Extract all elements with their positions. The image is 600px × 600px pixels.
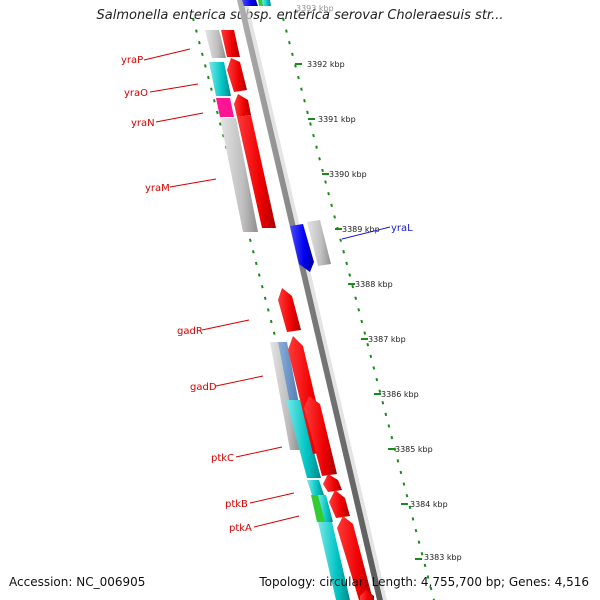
- gene-label-ptkC: ptkC: [211, 453, 234, 464]
- map-title: Salmonella enterica subsp. enterica sero…: [96, 8, 504, 23]
- kbp-label: 3387 kbp: [368, 335, 406, 344]
- ptkC-gene: [304, 396, 337, 476]
- backbone-shadow: [243, 0, 387, 600]
- kbp-label: 3388 kbp: [355, 280, 393, 289]
- backbone: [237, 0, 383, 600]
- yraP-gene: [221, 30, 240, 57]
- left-blocks: [205, 30, 350, 600]
- kbp-label: 3385 kbp: [395, 445, 433, 454]
- forward-cds: [221, 30, 374, 600]
- label-leaders: [143, 48, 391, 528]
- kbp-label: 3383 kbp: [424, 553, 462, 562]
- genome-summary-text: Topology: circular; Length: 4,755,700 bp…: [259, 575, 589, 589]
- kbp-label: 3391 kbp: [318, 115, 356, 124]
- kbp-label: 3386 kbp: [381, 390, 419, 399]
- tick-line-inner: [282, 17, 435, 600]
- yraN-gene: [234, 94, 251, 117]
- tick-line-outer: [192, 17, 344, 600]
- gene-label-ptkA: ptkA: [229, 523, 252, 534]
- gene-label-gadD: gadD: [190, 382, 217, 393]
- gene-label-yraO: yraO: [124, 88, 148, 99]
- yraL-gray-block: [307, 220, 331, 266]
- bottom-edge-red: [360, 590, 374, 600]
- gene-label-yraM: yraM: [145, 183, 170, 194]
- yraL-gene: [290, 224, 314, 272]
- gene-label-yraP: yraP: [121, 55, 143, 66]
- gadR-gene: [278, 288, 301, 332]
- kbp-label: 3390 kbp: [329, 170, 367, 179]
- gene-labels: yraP yraO yraN yraM yraL gadR gadD ptkC …: [121, 55, 413, 534]
- ptkA-gene: [329, 490, 350, 518]
- accession-text: Accession: NC_006905: [9, 575, 146, 589]
- ptkA-downstream: [337, 516, 373, 600]
- reverse-cds: [290, 220, 331, 272]
- kbp-label: 3393 kbp: [296, 4, 334, 13]
- top-features: [242, 0, 271, 6]
- gene-label-yraN: yraN: [131, 118, 155, 129]
- ptkB-gene: [323, 474, 342, 492]
- yraM-gene: [237, 115, 276, 228]
- yraO-gene: [227, 58, 247, 92]
- kbp-label: 3392 kbp: [307, 60, 345, 69]
- gene-label-ptkB: ptkB: [225, 499, 248, 510]
- major-ticks: [295, 63, 422, 560]
- kbp-labels: 3393 kbp 3392 kbp 3391 kbp 3390 kbp 3389…: [296, 4, 462, 562]
- gene-label-yraL: yraL: [391, 223, 413, 234]
- gene-label-gadR: gadR: [177, 326, 203, 337]
- kbp-label: 3384 kbp: [410, 500, 448, 509]
- kbp-label: 3389 kbp: [342, 225, 380, 234]
